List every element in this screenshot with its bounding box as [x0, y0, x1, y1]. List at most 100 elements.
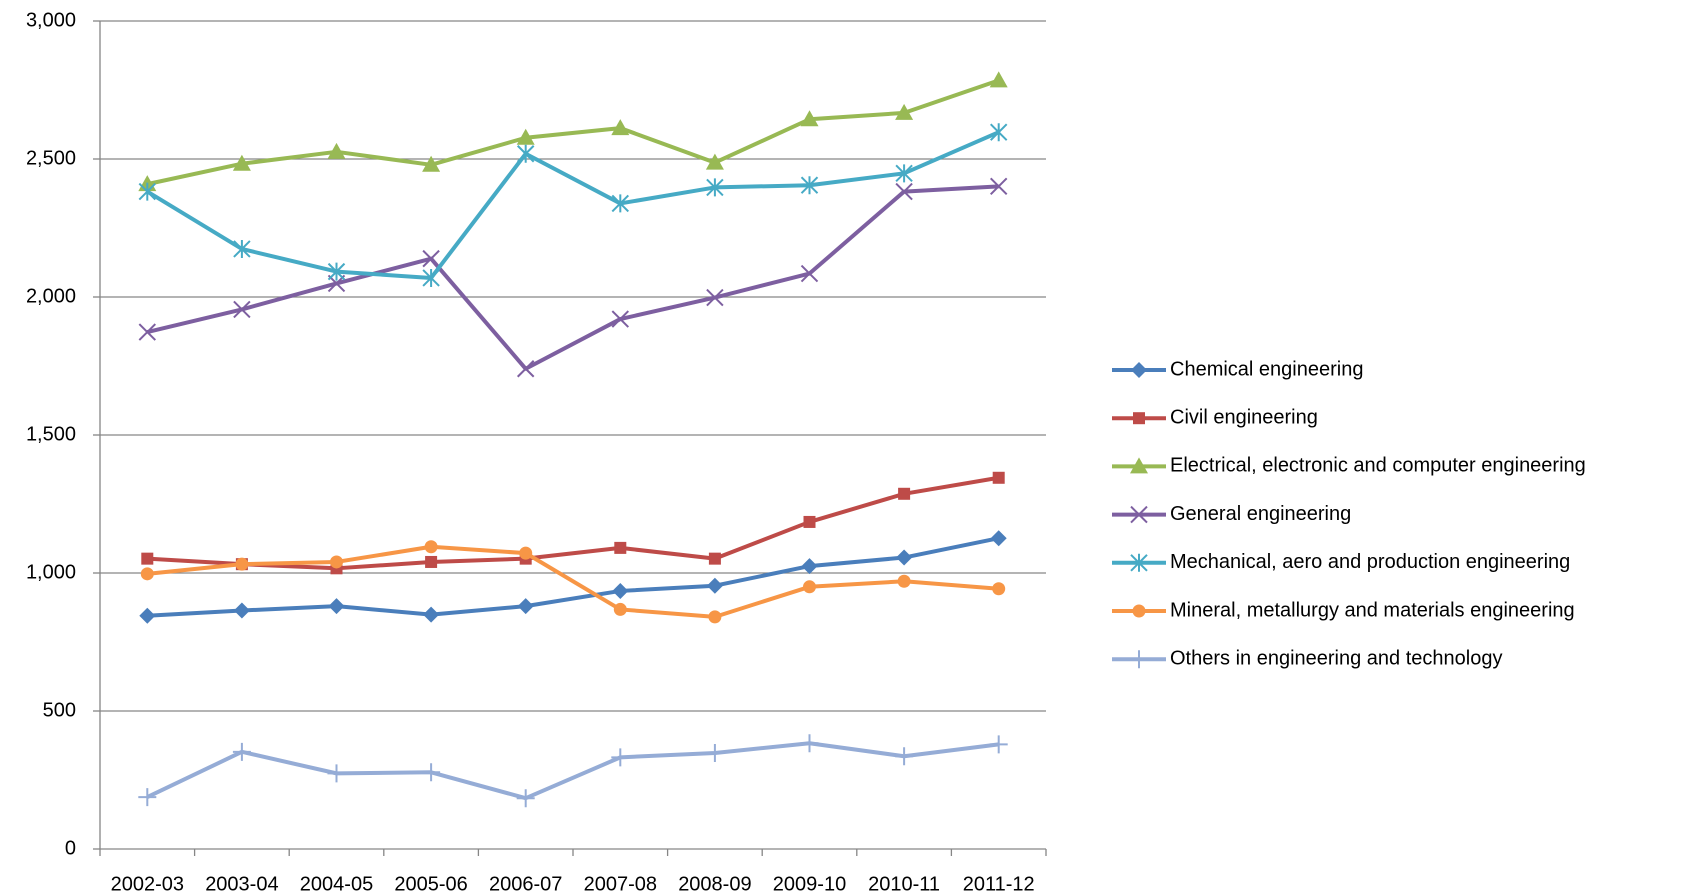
legend-marker	[1132, 604, 1146, 618]
data-point	[708, 552, 721, 565]
y-tick-label: 2,500	[26, 147, 76, 169]
data-point	[801, 558, 818, 575]
legend-marker	[1133, 412, 1145, 425]
data-point	[614, 541, 627, 554]
legend-marker	[1131, 362, 1147, 378]
x-tick-label: 2003-04	[205, 873, 278, 895]
legend-label: Civil engineering	[1170, 406, 1318, 428]
legend-label: Chemical engineering	[1170, 358, 1363, 380]
legend-label: Mechanical, aero and production engineer…	[1170, 551, 1570, 573]
data-point	[708, 610, 722, 624]
data-point	[611, 748, 630, 767]
data-point	[138, 323, 157, 341]
legend-label: General engineering	[1170, 503, 1351, 525]
data-point	[327, 764, 346, 783]
data-point	[424, 540, 438, 554]
data-point	[706, 178, 724, 197]
data-point	[422, 249, 440, 268]
data-point	[803, 515, 816, 528]
data-point	[328, 598, 345, 615]
data-point	[235, 557, 249, 571]
data-point	[422, 763, 441, 782]
data-point	[800, 264, 819, 283]
y-tick-label: 0	[65, 837, 76, 859]
data-point	[423, 606, 440, 623]
y-tick-label: 1,500	[26, 423, 76, 445]
data-point	[138, 788, 157, 807]
series-line	[147, 544, 999, 619]
data-point	[141, 552, 154, 565]
x-tick-label: 2005-06	[394, 873, 467, 895]
data-point	[705, 153, 724, 170]
data-point	[422, 155, 441, 172]
data-point	[992, 582, 1006, 596]
data-point	[896, 549, 913, 566]
data-point	[139, 607, 156, 624]
legend-label: Others in engineering and technology	[1170, 647, 1502, 669]
x-tick-label: 2010-11	[868, 873, 940, 895]
data-point	[422, 268, 440, 287]
y-tick-label: 500	[43, 699, 76, 721]
data-point	[898, 487, 911, 500]
data-point	[989, 735, 1008, 754]
data-point	[895, 747, 914, 766]
legend-marker	[1130, 553, 1148, 572]
data-point	[990, 530, 1007, 547]
y-tick-label: 2,000	[26, 285, 76, 307]
data-point	[233, 300, 251, 319]
series-line	[147, 475, 1000, 571]
series-line	[146, 78, 1000, 187]
data-point	[516, 128, 535, 145]
data-point	[330, 555, 343, 569]
data-point	[989, 177, 1008, 196]
data-point	[327, 142, 346, 159]
legend-label: Electrical, electronic and computer engi…	[1170, 455, 1586, 477]
data-point	[895, 164, 913, 183]
x-tick-label: 2002-03	[111, 873, 184, 895]
data-point	[989, 123, 1008, 142]
legend-marker	[1130, 457, 1148, 474]
series-line	[146, 130, 1000, 280]
data-point	[232, 742, 251, 761]
data-point	[138, 182, 157, 201]
data-point	[613, 602, 627, 616]
data-point	[800, 176, 819, 195]
legend-marker	[1130, 505, 1148, 524]
data-point	[800, 734, 819, 753]
data-point	[705, 743, 724, 762]
data-point	[519, 546, 533, 560]
data-point	[327, 262, 346, 281]
data-point	[800, 110, 819, 127]
data-point	[992, 471, 1005, 484]
x-tick-label: 2008-09	[678, 873, 751, 895]
legend-label: Mineral, metallurgy and materials engine…	[1170, 599, 1575, 621]
data-point	[516, 144, 535, 163]
data-point	[989, 71, 1008, 88]
data-point	[516, 789, 535, 808]
x-tick-label: 2006-07	[489, 873, 562, 895]
data-point	[895, 103, 914, 120]
data-point	[897, 574, 911, 588]
x-tick-label: 2007-08	[584, 873, 657, 895]
data-point	[425, 555, 438, 568]
data-point	[612, 582, 629, 599]
x-tick-label: 2009-10	[773, 873, 846, 895]
data-point	[895, 182, 913, 201]
data-point	[517, 598, 534, 615]
x-tick-label: 2011-12	[963, 873, 1035, 895]
data-point	[233, 602, 250, 619]
y-tick-label: 3,000	[26, 9, 76, 31]
data-point	[233, 239, 251, 258]
series-line	[146, 184, 999, 371]
data-point	[706, 288, 724, 307]
legend-marker	[1130, 650, 1148, 669]
x-tick-label: 2004-05	[300, 873, 373, 895]
data-point	[803, 580, 816, 594]
data-point	[706, 577, 723, 594]
y-tick-label: 1,000	[26, 561, 76, 583]
series-line	[147, 536, 1000, 618]
data-point	[516, 360, 535, 378]
data-point	[232, 154, 251, 171]
data-point	[611, 194, 630, 213]
